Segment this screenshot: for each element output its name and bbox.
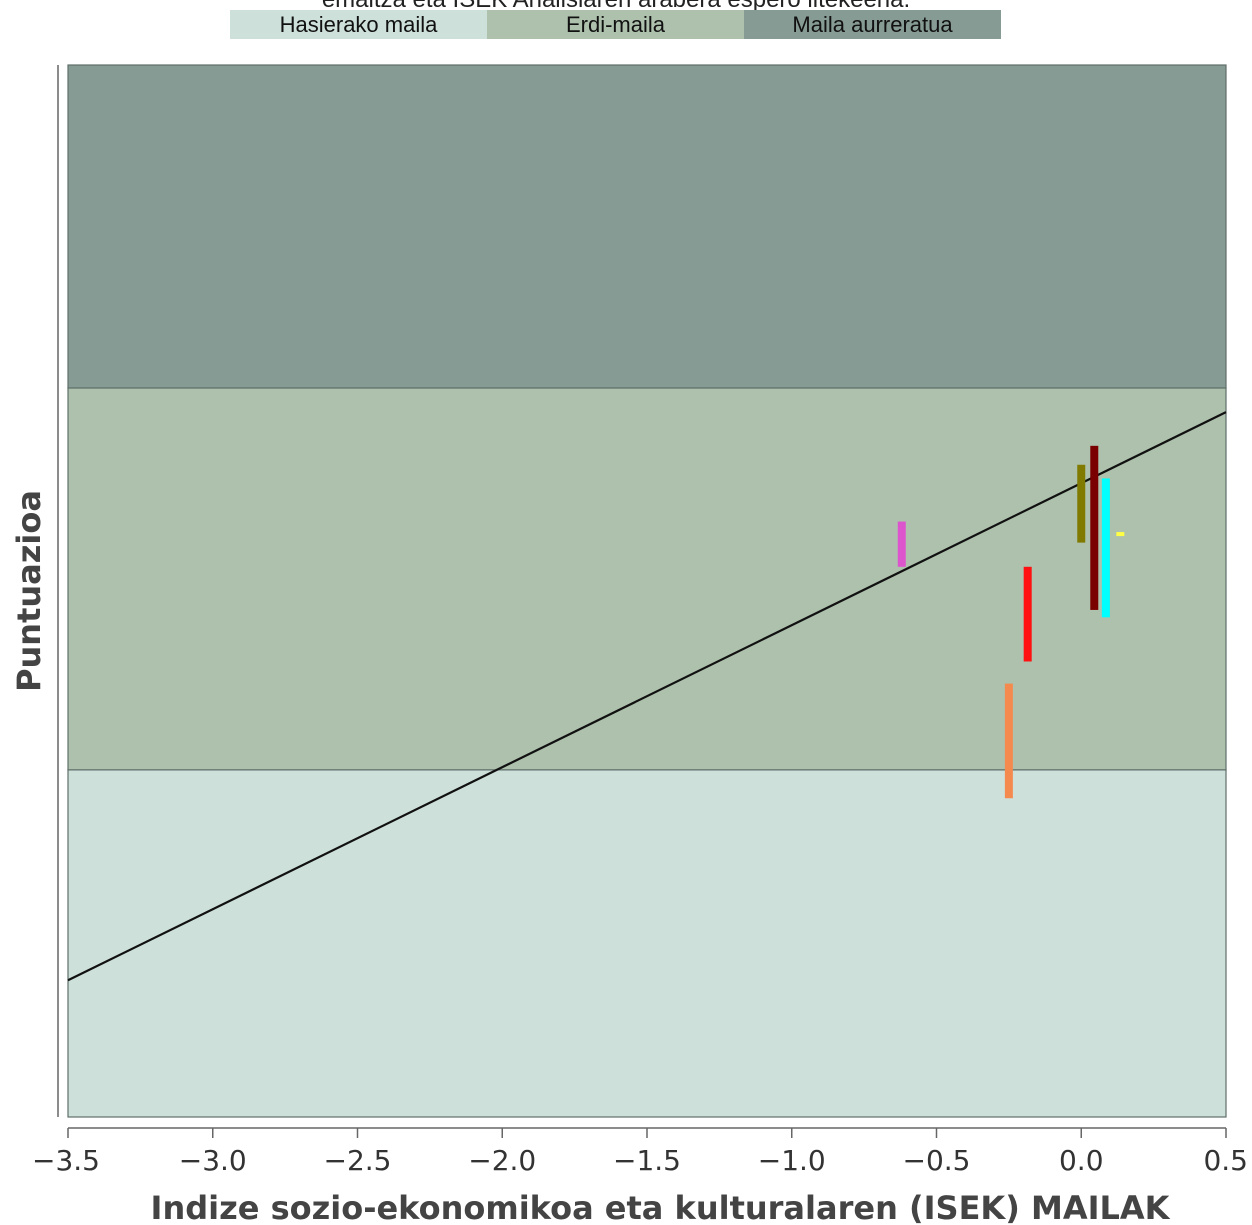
y-axis-title: Puntuazioa xyxy=(10,490,48,692)
trend-layer xyxy=(67,411,1227,982)
x-tick-label-3: −2.0 xyxy=(468,1144,536,1177)
range-bar-2 xyxy=(1023,566,1032,662)
legend-item-aurreratua: Maila aurreratua xyxy=(744,10,1001,39)
legend: Hasierako maila Erdi-maila Maila aurrera… xyxy=(230,10,1001,39)
x-tick-label-1: −3.0 xyxy=(179,1144,247,1177)
x-tick-label-6: −0.5 xyxy=(903,1144,971,1177)
legend-item-erdi: Erdi-maila xyxy=(487,10,744,39)
x-tick-label-8: 0.5 xyxy=(1203,1144,1248,1177)
chart-title: emaitza eta ISEK Analisiaren arabera esp… xyxy=(0,0,1232,14)
x-axis-title: Indize sozio-ekonomikoa eta kulturalaren… xyxy=(151,1189,1171,1225)
range-bar-6 xyxy=(1116,532,1125,537)
range-bar-0 xyxy=(897,521,906,567)
x-tick-label-2: −2.5 xyxy=(324,1144,392,1177)
band-0 xyxy=(67,769,1227,1118)
x-tick-label-0: −3.5 xyxy=(32,1144,100,1177)
range-bar-3 xyxy=(1077,464,1086,543)
range-bar-4 xyxy=(1090,445,1099,610)
range-bar-5 xyxy=(1101,478,1110,618)
ranges-layer xyxy=(897,445,1125,799)
legend-item-hasierako: Hasierako maila xyxy=(230,10,487,39)
band-2 xyxy=(67,64,1227,389)
band-1 xyxy=(67,387,1227,771)
x-tick-label-7: 0.0 xyxy=(1059,1144,1104,1177)
range-bar-1 xyxy=(1004,683,1013,799)
x-tick-label-5: −1.0 xyxy=(758,1144,826,1177)
bands-layer xyxy=(67,64,1227,1118)
x-tick-label-4: −1.5 xyxy=(613,1144,681,1177)
trend-line xyxy=(67,411,1227,982)
x-ticks: −3.5 −3.0 −2.5 −2.0 −1.5 −1.0 −0.5 0.0 0.5 xyxy=(32,1128,1248,1177)
